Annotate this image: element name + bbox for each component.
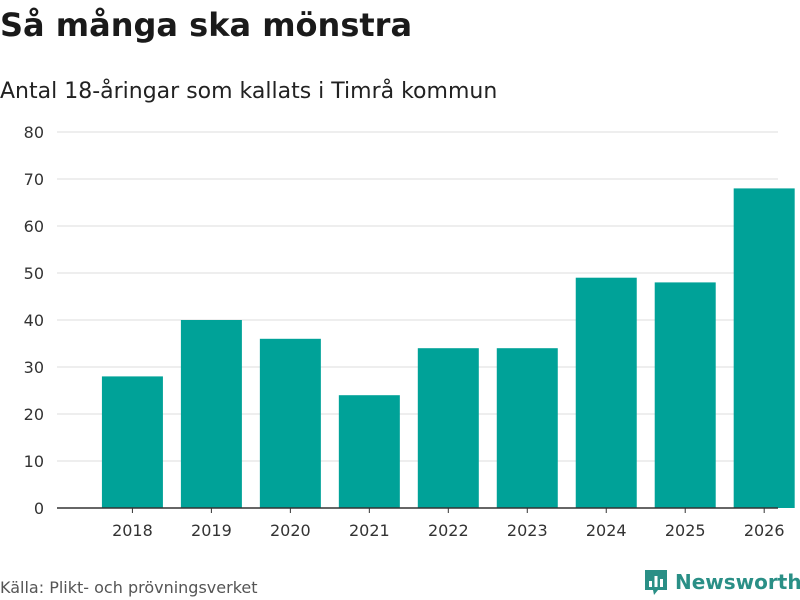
y-tick-label: 20 [24,405,44,424]
x-tick-label: 2018 [112,521,153,540]
brand-name: Newsworthy [675,570,800,594]
x-tick-label: 2023 [507,521,548,540]
newsworthy-bar-chart-icon [645,570,667,595]
y-tick-label: 50 [24,264,44,283]
chart-title: Så många ska mönstra [0,6,413,44]
bar-2023 [496,348,558,508]
y-tick-label: 70 [24,170,44,189]
bar-2021 [338,395,400,508]
bar-2026 [733,188,795,508]
bar-2024 [575,277,637,508]
y-tick-label: 30 [24,358,44,377]
y-tick-label: 40 [24,311,44,330]
bar-2022 [417,348,479,508]
chart-subtitle: Antal 18-åringar som kallats i Timrå kom… [0,79,498,104]
y-tick-label: 80 [24,123,44,142]
x-axis-ticks: 2018 2019 2020 2021 2022 2023 2024 2025 2026 [112,508,785,540]
x-tick-label: 2026 [744,521,785,540]
bar-2018 [101,376,163,508]
y-tick-label: 60 [24,217,44,236]
bars [101,188,795,508]
bar-2020 [259,338,321,508]
y-tick-label: 0 [34,499,44,518]
bar-2025 [654,282,716,508]
x-tick-label: 2021 [349,521,390,540]
x-tick-label: 2020 [270,521,311,540]
brand: Newsworthy [643,568,800,596]
bar-2019 [180,320,242,508]
x-tick-label: 2025 [665,521,706,540]
x-tick-label: 2022 [428,521,469,540]
x-tick-label: 2019 [191,521,232,540]
source-note: Källa: Plikt- och prövningsverket [0,578,258,597]
x-tick-label: 2024 [586,521,627,540]
y-tick-label: 10 [24,452,44,471]
y-axis-ticks: 0 10 20 30 40 50 60 70 80 [24,123,44,518]
